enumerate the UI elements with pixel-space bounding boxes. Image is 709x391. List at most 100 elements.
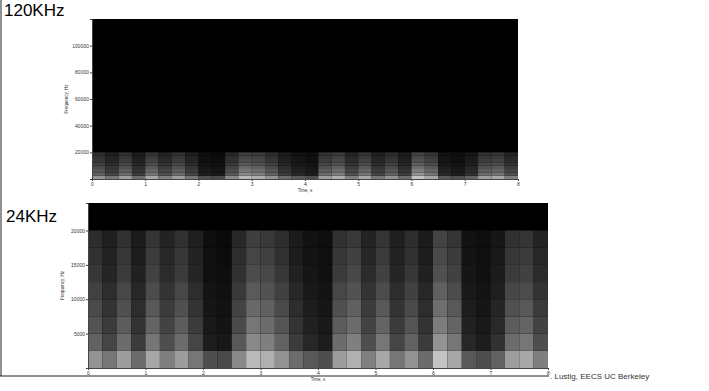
tick: 80000 — [75, 69, 92, 75]
cell — [261, 299, 275, 316]
cell — [292, 172, 305, 175]
cell — [318, 172, 331, 175]
tick-label: 40000 — [75, 123, 89, 129]
cell — [491, 334, 505, 351]
axis-line — [90, 20, 93, 180]
cell — [425, 176, 438, 179]
cell — [189, 299, 203, 316]
cell — [225, 176, 238, 179]
cell — [145, 162, 158, 165]
tick: 0 — [87, 368, 90, 376]
cell — [119, 166, 132, 169]
cell — [478, 156, 491, 159]
cell — [88, 351, 102, 368]
cell — [92, 162, 105, 165]
cell — [92, 176, 105, 179]
cell — [146, 351, 160, 368]
cell — [465, 156, 478, 159]
cell — [117, 299, 131, 316]
cell — [246, 334, 260, 351]
spectrogram-chart: 01234567820000400006000080000100000Time,… — [4, 1, 520, 193]
tick-label: 8 — [547, 370, 550, 376]
cell — [212, 152, 225, 155]
cell — [132, 166, 145, 169]
cell — [261, 316, 275, 333]
cell — [358, 169, 371, 172]
cell — [199, 159, 212, 162]
cell — [345, 159, 358, 162]
cell — [174, 351, 188, 368]
tick-label: 7 — [464, 181, 467, 187]
cell — [361, 316, 375, 333]
tick: 1 — [145, 368, 148, 376]
cell — [491, 282, 505, 299]
cell — [185, 162, 198, 165]
cell — [146, 316, 160, 333]
cell — [372, 172, 385, 175]
cell — [419, 316, 433, 333]
cell — [385, 176, 398, 179]
cell — [318, 316, 332, 333]
cell — [172, 152, 185, 155]
cell — [172, 176, 185, 179]
cell — [438, 152, 451, 155]
cell — [160, 351, 174, 368]
cell — [131, 299, 145, 316]
tick-label: 1 — [145, 370, 148, 376]
cell — [491, 351, 505, 368]
cell — [304, 248, 318, 265]
cell — [345, 172, 358, 175]
cell — [159, 176, 172, 179]
cell — [159, 162, 172, 165]
cell — [145, 176, 158, 179]
cell — [203, 351, 217, 368]
cell — [390, 334, 404, 351]
cell — [174, 282, 188, 299]
cell — [174, 299, 188, 316]
cell — [131, 282, 145, 299]
cell — [425, 172, 438, 175]
cell — [261, 265, 275, 282]
cell — [92, 156, 105, 159]
cell — [491, 231, 505, 248]
cell — [275, 231, 289, 248]
cell — [465, 166, 478, 169]
cell — [265, 156, 278, 159]
cell — [318, 169, 331, 172]
cell — [491, 316, 505, 333]
cell — [447, 248, 461, 265]
cell — [358, 152, 371, 155]
cell — [347, 265, 361, 282]
cell — [376, 282, 390, 299]
cell — [185, 166, 198, 169]
cell — [519, 282, 533, 299]
spectrogram-chart: 0123456785000100001500020000Time, sFrequ… — [6, 203, 550, 382]
x-axis: 012345678 — [87, 368, 550, 376]
tick: 1 — [144, 179, 147, 187]
cell — [117, 282, 131, 299]
cell — [505, 334, 519, 351]
cell — [252, 159, 265, 162]
cell — [361, 351, 375, 368]
cell — [278, 152, 291, 155]
cell — [275, 351, 289, 368]
cell — [372, 156, 385, 159]
cell — [465, 172, 478, 175]
cell — [232, 265, 246, 282]
cell — [88, 248, 102, 265]
cell — [132, 156, 145, 159]
cell — [119, 162, 132, 165]
cell — [174, 248, 188, 265]
cell — [292, 159, 305, 162]
tick: 2 — [198, 179, 201, 187]
cell — [505, 231, 519, 248]
tick: 7 — [490, 368, 493, 376]
cell — [304, 351, 318, 368]
cell — [412, 166, 425, 169]
cell — [117, 334, 131, 351]
tick: 100000 — [72, 43, 92, 49]
cell — [519, 265, 533, 282]
cell — [425, 159, 438, 162]
cell — [225, 172, 238, 175]
cell — [372, 176, 385, 179]
